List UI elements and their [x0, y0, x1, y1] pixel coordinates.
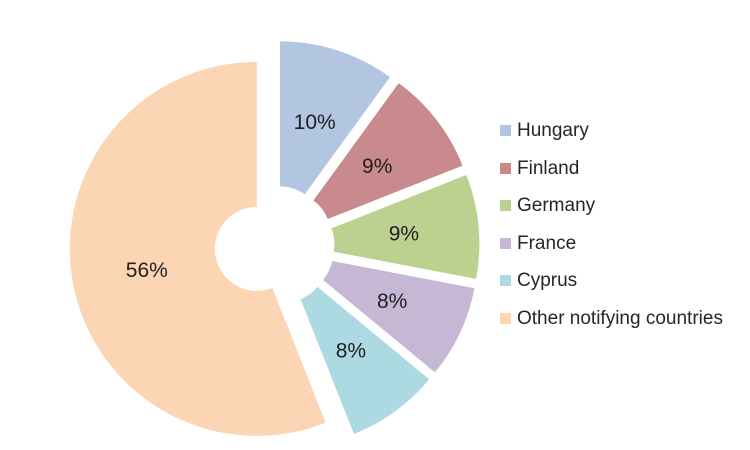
legend-label: Hungary: [517, 120, 589, 142]
legend-label: Other notifying countries: [517, 307, 723, 329]
legend-swatch-icon: [500, 162, 511, 174]
slice-label-hungary: 10%: [294, 111, 336, 134]
legend-item-hungary: Hungary: [500, 112, 723, 150]
legend-label: Germany: [517, 195, 596, 217]
slice-label-germany: 9%: [389, 222, 419, 245]
legend-item-other-notifying-countries: Other notifying countries: [500, 300, 723, 338]
legend-swatch-icon: [500, 312, 511, 324]
legend-swatch-icon: [500, 125, 511, 137]
slice-label-france: 8%: [377, 290, 407, 313]
pie-slice-hungary: [280, 41, 390, 195]
slice-label-finland: 9%: [362, 155, 392, 178]
legend-item-france: France: [500, 225, 723, 263]
slice-label-cyprus: 8%: [336, 340, 366, 363]
pie-slice-other-notifying-countries: [69, 61, 326, 436]
legend-item-finland: Finland: [500, 150, 723, 188]
legend-item-germany: Germany: [500, 187, 723, 225]
legend-label: Finland: [517, 157, 580, 179]
legend-swatch-icon: [500, 237, 511, 249]
pie-slice-finland: [313, 83, 463, 220]
slice-label-other-notifying-countries: 56%: [126, 259, 168, 282]
pie-slice-germany: [331, 174, 480, 279]
legend-label: France: [517, 232, 577, 254]
legend-label: Cyprus: [517, 270, 578, 292]
legend-swatch-icon: [500, 275, 511, 287]
pie-slice-france: [323, 261, 475, 373]
legend-item-cyprus: Cyprus: [500, 262, 723, 300]
legend-swatch-icon: [500, 200, 511, 212]
chart-legend: Hungary Finland Germany France Cyprus Other n…: [500, 112, 723, 337]
pie-slice-cyprus: [300, 286, 430, 434]
